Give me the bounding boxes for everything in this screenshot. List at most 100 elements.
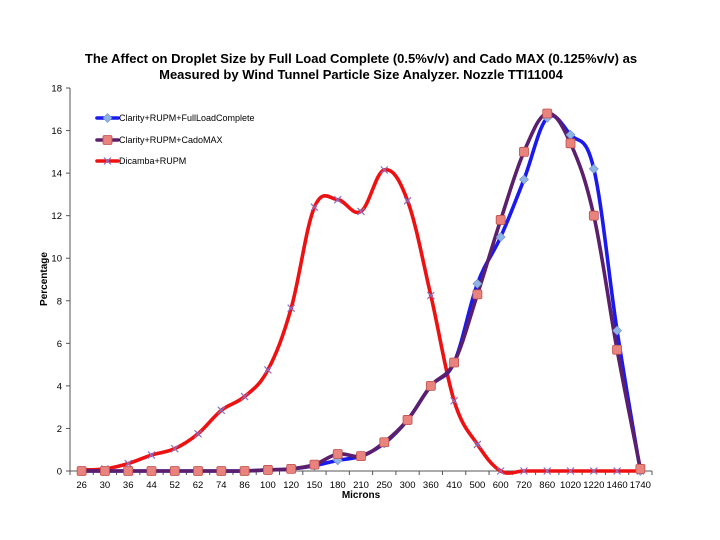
x-tick-label: 300 [400,480,416,491]
data-point-series-2 [216,466,227,476]
x-axis-ticks: 26 30 36 44 52 62 74 86 100 120 150 180 210 250 300 360… [69,471,653,491]
x-tick-label: 410 [446,480,462,491]
x-tick-label: 36 [123,480,134,491]
y-axis-title: Percentage [39,252,50,306]
y-tick-label: 18 [51,84,62,95]
data-point-series-3 [357,207,365,216]
x-axis-title: Microns [342,490,381,501]
x-tick-label: 250 [376,480,392,491]
series-line-2 [79,111,643,473]
data-point-series-2 [356,451,366,462]
x-tick-label: 120 [283,480,299,491]
x-tick-label: 30 [100,480,111,491]
data-point-series-3 [496,467,505,475]
data-point-series-3 [403,196,412,205]
data-point-series-3 [426,291,435,300]
data-point-series-2 [123,466,134,476]
series-layer [76,108,646,476]
legend-label-1: Clarity+RUPM+FullLoadComplete [119,113,255,123]
y-tick-label: 4 [57,381,62,392]
data-point-series-2 [146,466,157,476]
data-point-series-1 [495,232,506,242]
data-point-series-2 [402,415,413,425]
x-tick-label: 62 [193,480,204,491]
series-line-3 [79,167,643,475]
data-point-series-2 [519,146,529,157]
y-axis-ticks: 0 2 4 6 8 10 12 14 16 18 [51,84,70,478]
x-tick-label: 86 [239,480,250,491]
x-tick-label: 180 [330,480,346,491]
data-point-series-3 [613,467,622,475]
data-point-series-2 [76,466,87,476]
x-tick-label: 860 [539,480,555,491]
data-point-series-1 [472,278,483,289]
x-tick-label: 720 [516,480,532,491]
x-tick-label: 44 [146,480,157,491]
data-point-series-3 [170,444,179,453]
data-point-series-3 [543,467,552,475]
data-point-series-3 [310,203,319,212]
data-point-series-3 [124,459,133,468]
x-tick-label: 1220 [583,480,604,491]
data-point-series-2 [100,466,110,476]
data-point-series-3 [263,366,272,374]
y-tick-label: 16 [51,126,62,137]
data-point-series-2 [332,449,343,459]
x-tick-label: 1020 [560,480,581,491]
data-point-series-3 [520,467,528,475]
data-point-series-2 [472,289,483,300]
chart-title-line-2: Measured by Wind Tunnel Particle Size An… [159,67,564,82]
data-point-series-3 [287,304,296,313]
data-point-series-2 [169,466,180,476]
x-tick-label: 100 [260,480,276,491]
data-point-series-2 [193,466,203,476]
y-tick-label: 14 [51,169,62,180]
chart-title-line-1: The Affect on Droplet Size by Full Load … [85,51,637,66]
x-tick-label: 600 [493,480,509,491]
data-point-series-2 [542,108,553,119]
data-point-series-3 [147,451,156,459]
data-point-series-3 [380,165,389,174]
data-point-series-2 [239,466,250,476]
data-point-series-1 [519,174,529,185]
data-point-series-2 [309,459,320,470]
data-point-series-2 [425,380,436,391]
data-point-series-2 [262,465,273,475]
data-point-series-2 [495,215,506,225]
legend-label-3: Dicamba+RUPM [119,156,186,166]
data-point-series-1 [588,163,599,174]
data-point-series-3 [333,195,342,204]
data-point-series-1 [612,325,623,336]
y-tick-label: 0 [57,467,62,478]
data-point-series-2 [635,463,646,474]
x-tick-label: 1740 [630,480,651,491]
data-point-series-3 [589,467,598,475]
x-tick-label: 210 [353,480,369,491]
data-point-series-3 [450,396,459,405]
data-point-series-3 [566,467,575,475]
x-tick-label: 1460 [607,480,628,491]
x-tick-label: 52 [169,480,180,491]
series-line-1 [79,113,643,473]
y-tick-label: 12 [51,211,62,222]
x-tick-label: 500 [469,480,485,491]
y-tick-label: 2 [57,424,62,435]
legend-marker-1 [102,113,113,123]
data-point-series-2 [588,210,599,221]
x-tick-label: 26 [76,480,87,491]
data-point-series-3 [217,406,226,415]
legend-label-2: Clarity+RUPM+CadoMAX [119,135,223,145]
legend: Clarity+RUPM+FullLoadComplete Clarity+RUP… [95,113,255,166]
data-point-series-3 [473,440,482,449]
legend-marker-2 [102,135,113,145]
data-point-series-2 [286,463,297,474]
data-point-series-2 [612,344,622,355]
data-point-series-2 [449,357,460,368]
y-tick-label: 8 [57,296,62,307]
x-tick-label: 150 [307,480,323,491]
y-tick-label: 10 [51,254,62,265]
y-tick-label: 6 [57,339,62,350]
x-tick-label: 74 [216,480,227,491]
data-point-series-2 [565,138,576,149]
